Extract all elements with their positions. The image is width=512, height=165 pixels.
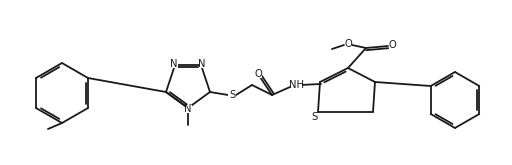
Text: N: N: [170, 59, 178, 69]
Text: NH: NH: [288, 80, 304, 90]
Bar: [290, 81, 302, 89]
Bar: [228, 91, 236, 99]
Text: O: O: [388, 40, 396, 50]
Text: S: S: [311, 112, 317, 122]
Text: O: O: [254, 69, 262, 79]
Bar: [199, 60, 205, 68]
Bar: [170, 60, 178, 68]
Text: N: N: [198, 59, 206, 69]
Bar: [345, 40, 352, 48]
Text: N: N: [184, 104, 192, 114]
Text: O: O: [344, 39, 352, 49]
Text: S: S: [229, 90, 235, 100]
Bar: [184, 105, 191, 113]
Bar: [389, 42, 395, 49]
Bar: [254, 70, 262, 78]
Bar: [310, 113, 318, 121]
